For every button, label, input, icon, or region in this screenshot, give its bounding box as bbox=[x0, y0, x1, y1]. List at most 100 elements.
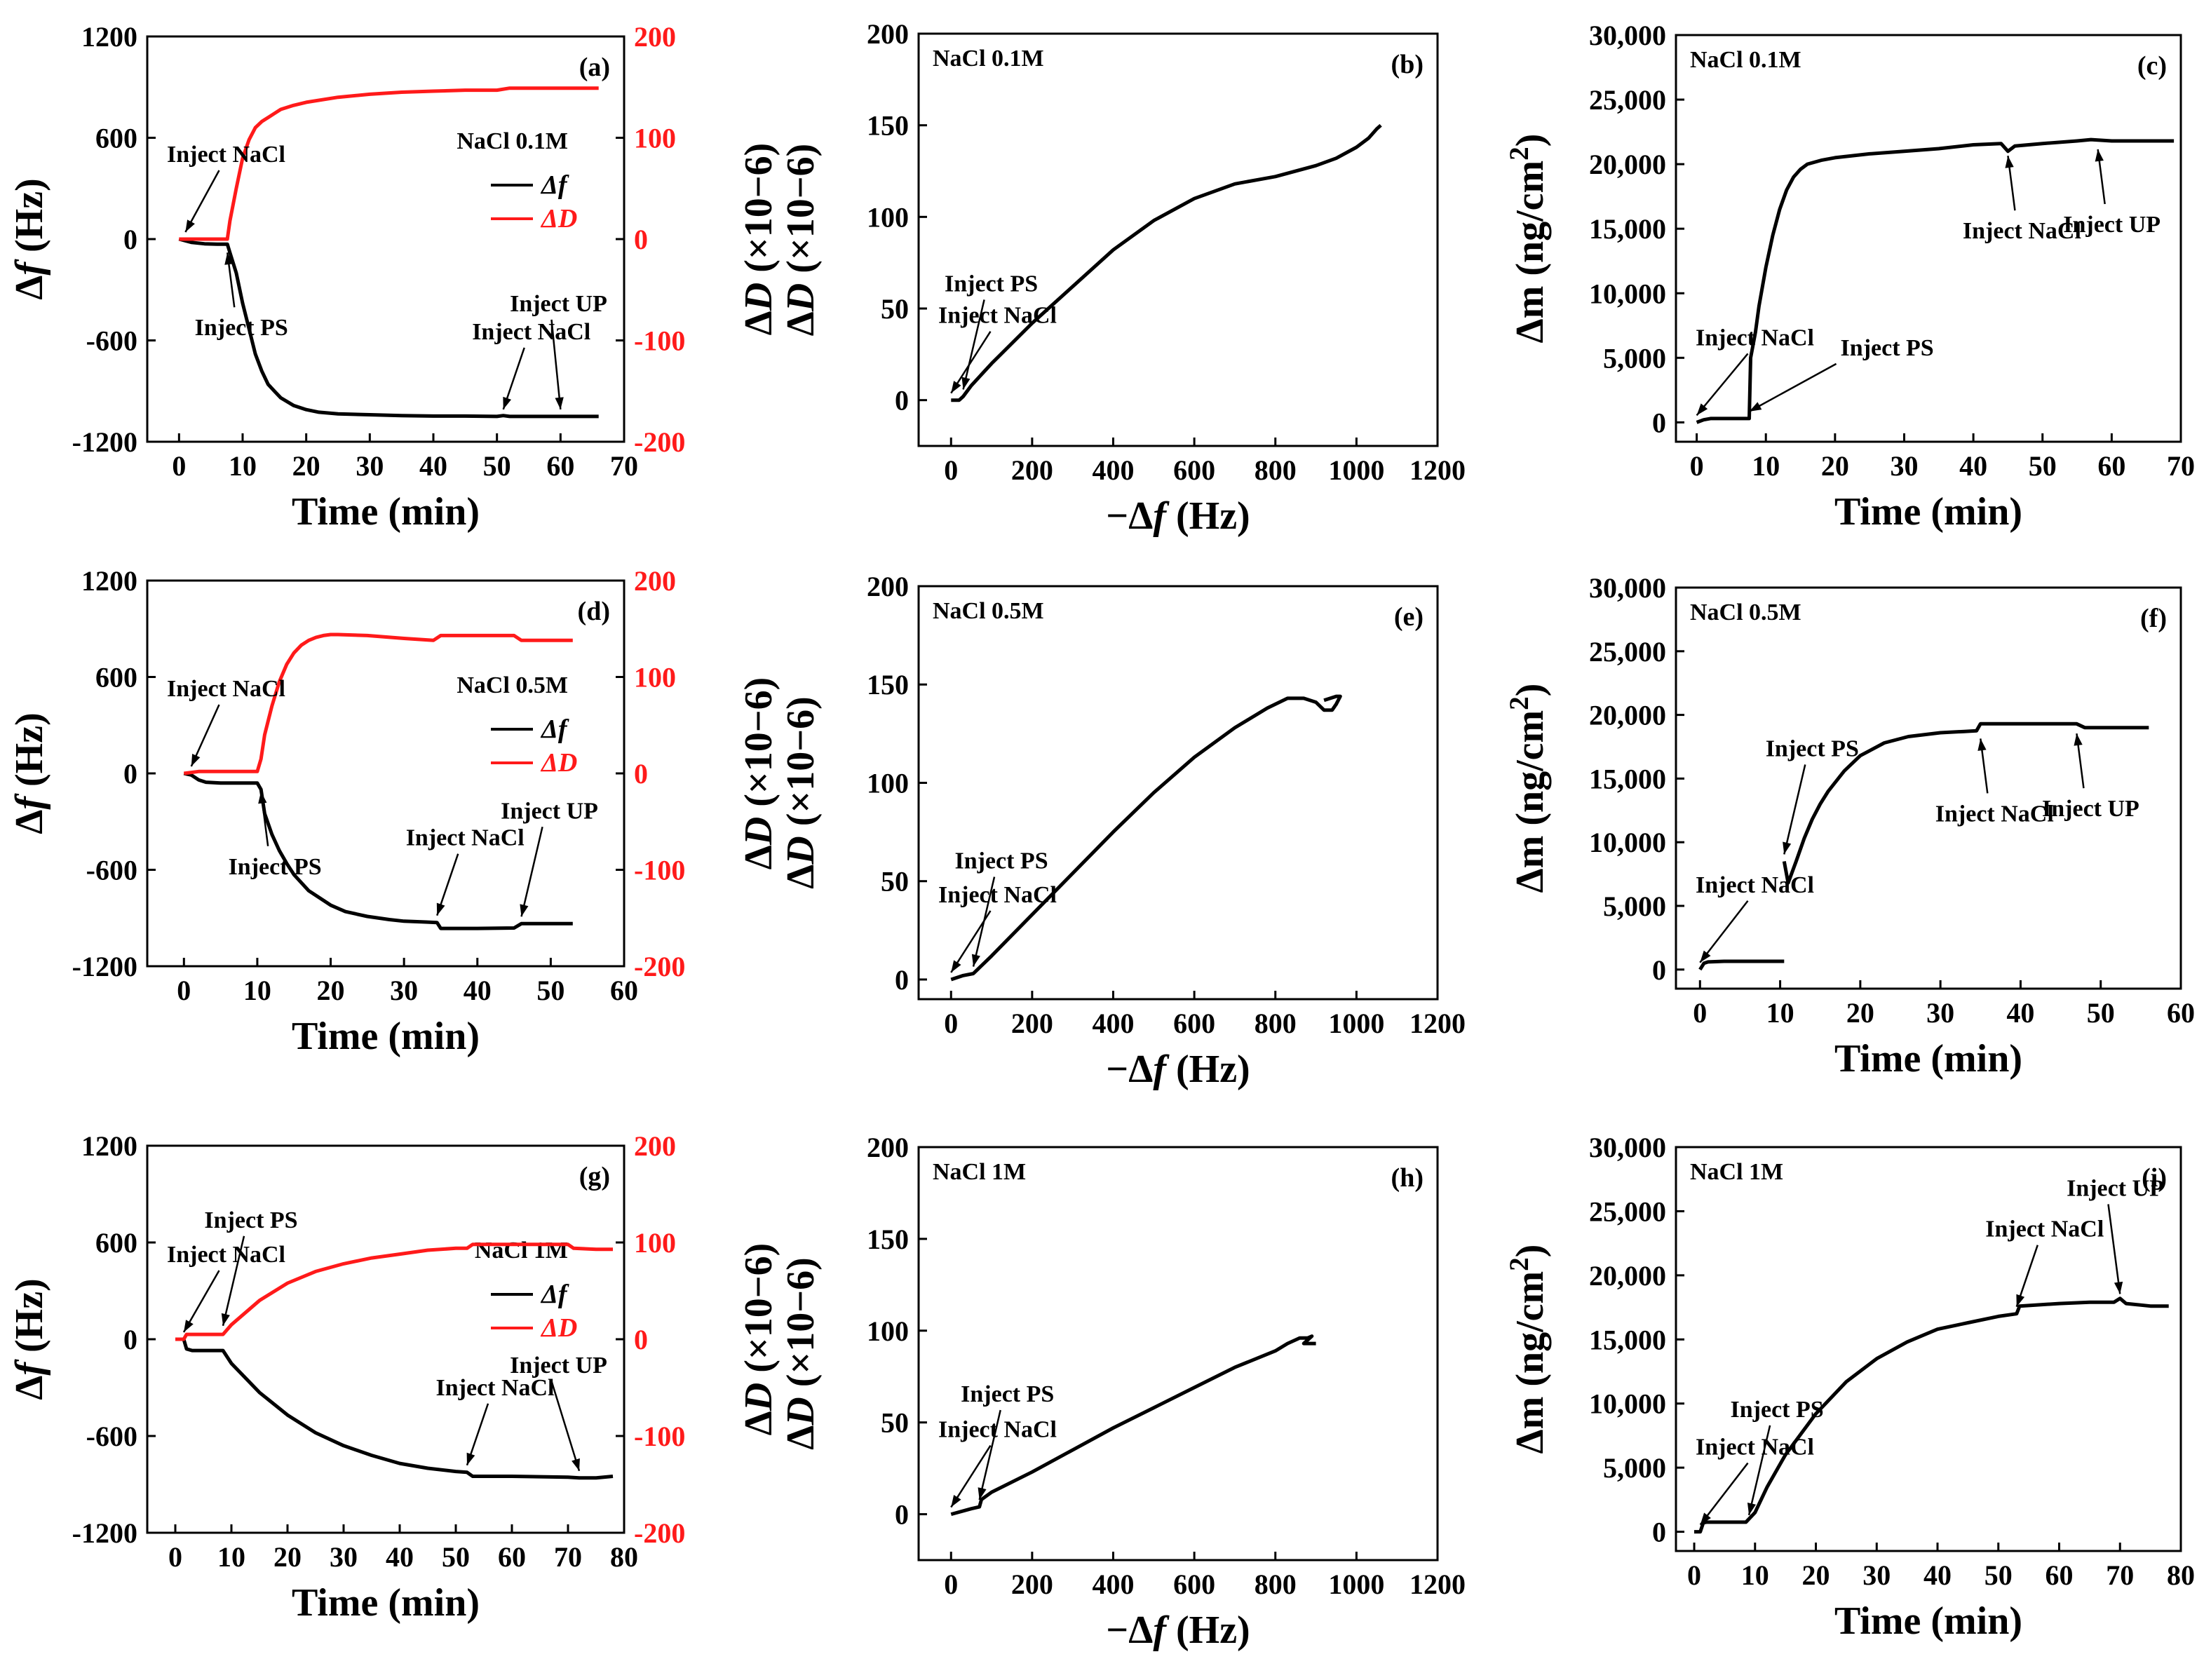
x-axis-label: −Δf (Hz) bbox=[1106, 1048, 1250, 1091]
legend-label: Δf bbox=[540, 1280, 569, 1309]
annotation-arrowhead bbox=[1977, 738, 1987, 751]
x-tick-label: 40 bbox=[2006, 997, 2034, 1029]
y2-tick-label: -200 bbox=[634, 426, 685, 458]
y-tick-label: 0 bbox=[1652, 954, 1666, 986]
x-tick-label: 70 bbox=[610, 450, 638, 482]
x-tick-label: 60 bbox=[2097, 450, 2125, 482]
y-tick-label: -600 bbox=[86, 325, 137, 357]
y2-tick-label: -100 bbox=[634, 325, 685, 357]
x-tick-label: 1000 bbox=[1328, 454, 1384, 486]
y-tick-label: 150 bbox=[867, 669, 909, 700]
y-tick-label: -600 bbox=[86, 855, 137, 886]
y-tick-label: 50 bbox=[881, 866, 909, 897]
annotation-label: Inject NaCl bbox=[1985, 1217, 2104, 1242]
x-tick-label: 10 bbox=[243, 975, 271, 1006]
x-tick-label: 0 bbox=[177, 975, 191, 1006]
y-tick-label: 0 bbox=[895, 385, 909, 416]
condition-label: NaCl 1M bbox=[1690, 1159, 1783, 1185]
panel-label: (f) bbox=[2140, 604, 2167, 633]
y-tick-label: 15,000 bbox=[1589, 213, 1666, 245]
y-tick-label: 10,000 bbox=[1589, 827, 1666, 858]
x-tick-label: 1200 bbox=[1409, 1008, 1466, 1039]
x-tick-label: 800 bbox=[1255, 1569, 1297, 1600]
x-axis-label: Time (min) bbox=[1834, 490, 2022, 534]
y2-tick-label: 200 bbox=[634, 565, 676, 597]
condition-label: NaCl 0.1M bbox=[1690, 47, 1801, 73]
x-tick-label: 80 bbox=[610, 1541, 638, 1573]
y-tick-label: 5,000 bbox=[1603, 890, 1666, 922]
x-tick-label: 30 bbox=[330, 1541, 358, 1573]
x-tick-label: 200 bbox=[1011, 454, 1053, 486]
panel-d: 0 10 20 30 40 50 60 -1200 -600 0 600 1200 -200 -100 0 1… bbox=[8, 565, 780, 1058]
y-tick-label: 30,000 bbox=[1589, 1132, 1666, 1163]
x-tick-label: 40 bbox=[1923, 1559, 1952, 1591]
x-tick-label: 400 bbox=[1093, 454, 1135, 486]
x-tick-label: 0 bbox=[944, 454, 958, 486]
plot-frame bbox=[917, 1146, 1439, 1562]
series-line-f-0 bbox=[1698, 722, 2149, 971]
y-tick-label: 5,000 bbox=[1603, 1452, 1666, 1484]
annotation-label: Inject NaCl bbox=[1696, 325, 1814, 351]
x-axis-label: Time (min) bbox=[1834, 1037, 2022, 1081]
x-axis-label: −Δf (Hz) bbox=[1106, 1608, 1250, 1652]
panel-h: 0 200 400 600 800 1000 1200 0 50 100 150 200 −Δf (Hz… bbox=[779, 1132, 1466, 1652]
y-tick-label: 0 bbox=[123, 1324, 137, 1355]
annotation-arrow bbox=[1783, 764, 1806, 855]
annotation-arrowhead bbox=[1749, 402, 1762, 412]
x-tick-label: 0 bbox=[944, 1569, 958, 1600]
annotation-label: Inject NaCl bbox=[1696, 1435, 1814, 1461]
annotation-arrowhead bbox=[2005, 156, 2014, 168]
x-tick-label: 60 bbox=[610, 975, 638, 1006]
x-tick-label: 40 bbox=[419, 450, 447, 482]
y-tick-label: 150 bbox=[867, 1224, 909, 1255]
annotation-label: Inject NaCl bbox=[1963, 218, 2081, 244]
y2-tick-label: 0 bbox=[634, 224, 648, 255]
x-tick-label: 20 bbox=[1821, 450, 1849, 482]
y2-tick-label: 100 bbox=[634, 662, 676, 693]
x-tick-label: 0 bbox=[1693, 997, 1707, 1029]
x-tick-label: 200 bbox=[1011, 1008, 1053, 1039]
x-tick-label: 70 bbox=[2167, 450, 2195, 482]
x-tick-label: 10 bbox=[1741, 1559, 1769, 1591]
x-tick-label: 30 bbox=[356, 450, 384, 482]
annotation-label: Inject UP bbox=[510, 291, 607, 317]
y-axis-label: ΔD (×10−6) bbox=[779, 1257, 823, 1450]
annotation-label: Inject NaCl bbox=[435, 1375, 554, 1401]
legend-label: ΔD bbox=[540, 1313, 577, 1343]
x-tick-label: 60 bbox=[546, 450, 574, 482]
annotation-label: Inject NaCl bbox=[406, 825, 525, 851]
y-tick-label: 600 bbox=[95, 662, 137, 693]
y-tick-label: 20,000 bbox=[1589, 700, 1666, 731]
annotation-label: Inject PS bbox=[1766, 736, 1859, 761]
annotation-arrowhead bbox=[555, 397, 564, 409]
x-tick-label: 20 bbox=[1802, 1559, 1830, 1591]
y2-axis-label: ΔD (×10−6) bbox=[737, 1243, 780, 1436]
y2-tick-label: 200 bbox=[634, 21, 676, 53]
y-axis-label: Δf (Hz) bbox=[8, 178, 51, 299]
y2-tick-label: -200 bbox=[634, 1517, 685, 1549]
y2-tick-label: -100 bbox=[634, 1421, 685, 1452]
annotation-arrowhead bbox=[520, 904, 529, 917]
y-tick-label: 50 bbox=[881, 293, 909, 325]
panel-label: (i) bbox=[2142, 1163, 2167, 1193]
x-tick-label: 60 bbox=[498, 1541, 526, 1573]
x-tick-label: 800 bbox=[1255, 454, 1297, 486]
y-axis-label: ΔD (×10−6) bbox=[779, 144, 823, 337]
x-tick-label: 1000 bbox=[1328, 1569, 1384, 1600]
x-tick-label: 1000 bbox=[1328, 1008, 1384, 1039]
panel-label: (d) bbox=[578, 597, 610, 626]
condition-label: NaCl 1M bbox=[933, 1159, 1026, 1185]
x-tick-label: 40 bbox=[1959, 450, 1987, 482]
x-tick-label: 20 bbox=[273, 1541, 302, 1573]
annotation-arrowhead bbox=[978, 1487, 987, 1501]
annotation-label: Inject PS bbox=[1841, 335, 1934, 361]
x-tick-label: 0 bbox=[1690, 450, 1704, 482]
x-tick-label: 40 bbox=[464, 975, 492, 1006]
legend-label: Δf bbox=[540, 170, 569, 200]
x-tick-label: 800 bbox=[1255, 1008, 1297, 1039]
y-axis-label: Δf (Hz) bbox=[8, 1278, 51, 1400]
annotation-label: Inject UP bbox=[2063, 212, 2161, 238]
x-tick-label: 1200 bbox=[1409, 454, 1466, 486]
y-tick-label: 0 bbox=[123, 758, 137, 790]
plot-frame bbox=[1675, 586, 2182, 990]
